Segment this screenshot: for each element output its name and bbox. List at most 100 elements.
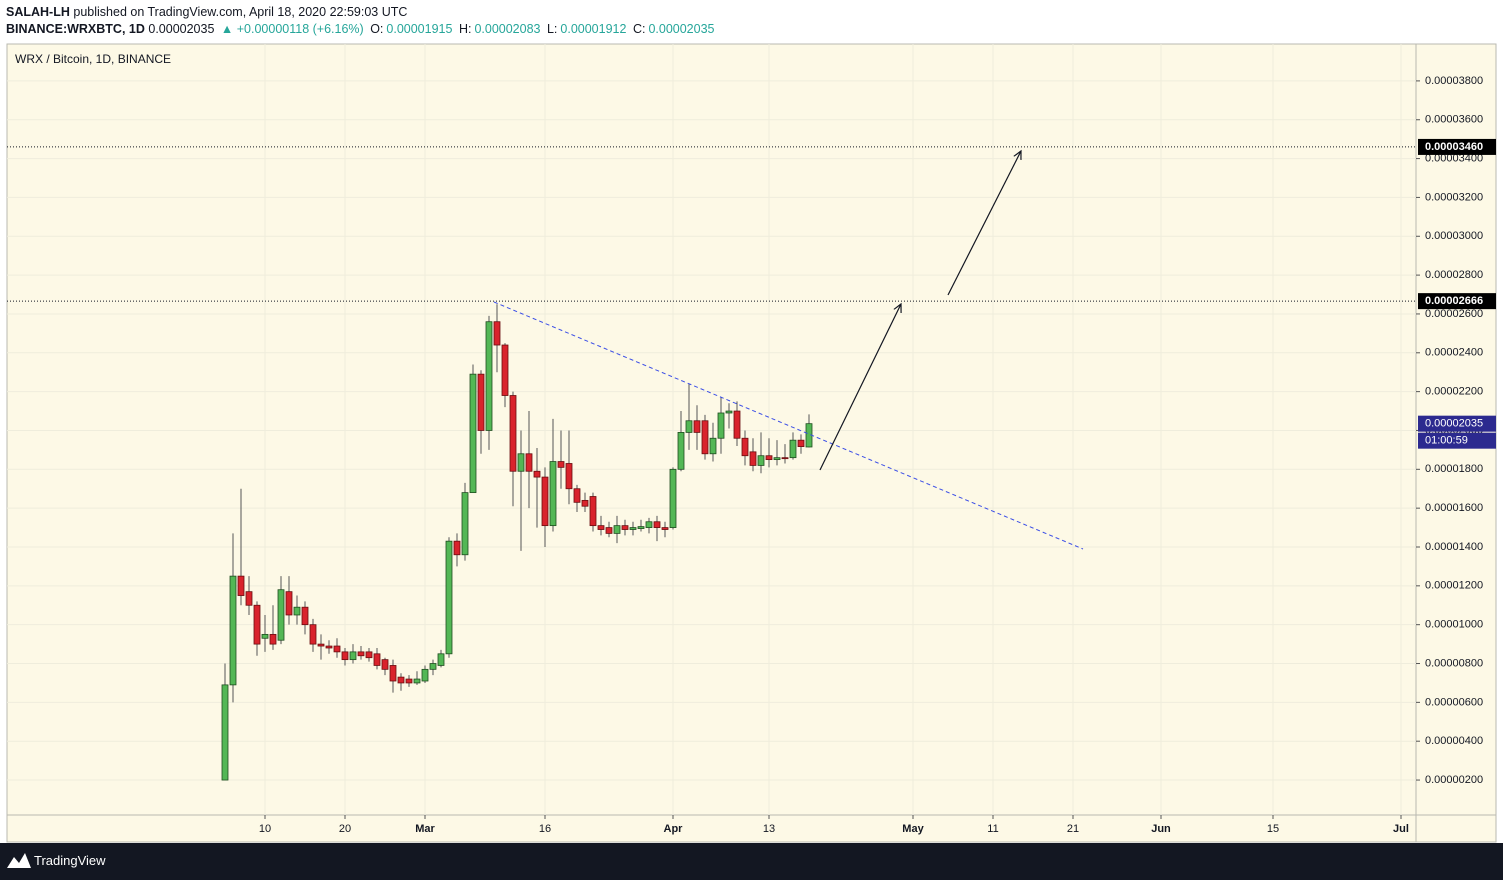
candle-body: [309, 624, 317, 645]
header: SALAH-LH published on TradingView.com, A…: [6, 4, 717, 38]
candle-body: [221, 684, 229, 781]
ohlc-value: 0.00002083: [474, 22, 541, 36]
symbol-line: BINANCE:WRXBTC, 1D 0.00002035 ▲ +0.00000…: [6, 21, 717, 38]
candle-body: [421, 668, 429, 682]
y-tick-label: 0.00003200: [1425, 191, 1483, 203]
candle-body: [261, 633, 269, 639]
candle-body: [469, 373, 477, 494]
level-label: 0.00003460: [1425, 141, 1483, 153]
y-tick-label: 0.00003000: [1425, 230, 1483, 242]
candle-body: [453, 540, 461, 556]
candle-body: [781, 457, 789, 460]
published: published on TradingView.com, April 18, …: [73, 5, 408, 19]
candle-body: [493, 321, 501, 346]
candle-body: [413, 678, 421, 684]
ohlc-label: H:: [458, 22, 472, 36]
candle-body: [253, 604, 261, 645]
candle-body: [717, 412, 725, 439]
candle-body: [429, 663, 437, 670]
candle-body: [581, 499, 589, 507]
chart-title: WRX / Bitcoin, 1D, BINANCE: [15, 52, 171, 66]
ohlc-value: 0.00002035: [648, 22, 715, 36]
x-tick-label: Jun: [1151, 823, 1171, 835]
candle-body: [589, 496, 597, 527]
candle-body: [525, 453, 533, 472]
trend-line: [493, 301, 1084, 550]
candle-body: [333, 645, 341, 653]
candle-body: [605, 527, 613, 534]
y-tick-label: 0.00000600: [1425, 696, 1483, 708]
candle-body: [485, 321, 493, 431]
countdown-box: [1418, 432, 1496, 449]
candle-body: [237, 575, 245, 596]
candle-body: [301, 606, 309, 626]
y-tick-label: 0.00001600: [1425, 502, 1483, 514]
candle-body: [349, 651, 357, 661]
grid: 0.00000200 0.00000400 0.00000600 0.00000800…: [7, 44, 1483, 835]
candle-body: [773, 457, 781, 461]
x-tick-label: 21: [1067, 823, 1079, 835]
symbol: BINANCE:WRXBTC, 1D: [6, 22, 145, 36]
candle-body: [277, 589, 285, 641]
x-tick-label: Mar: [415, 823, 435, 835]
overlays: 0.00003460 0.00002666 0.00002035 01:00:59: [7, 138, 1496, 449]
x-tick-label: Apr: [664, 823, 684, 835]
candle-body: [677, 432, 685, 470]
candle-body: [565, 463, 573, 490]
pane: [6, 43, 1497, 843]
candle-body: [653, 521, 661, 528]
candle-body: [461, 492, 469, 556]
candle-body: [541, 476, 549, 527]
candle-body: [341, 651, 349, 661]
ohlc-value: 0.00001915: [386, 22, 453, 36]
last-price-label: 0.00002035: [1425, 418, 1483, 430]
candle-body: [573, 488, 581, 503]
candle-body: [317, 643, 325, 647]
candle-body: [797, 439, 805, 447]
change: ▲ +0.00000118 (+6.16%): [220, 22, 364, 36]
y-tick-label: 0.00002800: [1425, 269, 1483, 281]
candle-body: [645, 521, 653, 528]
y-tick-label: 0.00000400: [1425, 735, 1483, 747]
arrow: [947, 151, 1021, 296]
ohlc-value: 0.00001912: [560, 22, 627, 36]
x-tick-label: 10: [259, 823, 271, 835]
candle-body: [613, 525, 621, 534]
candle-body: [733, 410, 741, 439]
candle-body: [621, 525, 629, 530]
chart: 0.00000200 0.00000400 0.00000600 0.00000800…: [6, 43, 1497, 843]
candle-body: [597, 525, 605, 530]
y-tick-label: 0.00003600: [1425, 114, 1483, 126]
y-tick-label: 0.00002600: [1425, 308, 1483, 320]
candle-body: [517, 453, 525, 472]
candle-body: [405, 678, 413, 684]
candle-body: [757, 455, 765, 466]
x-tick-label: 15: [1267, 823, 1279, 835]
candle-body: [389, 665, 397, 682]
level-label-box: [1418, 138, 1496, 155]
candle-body: [245, 591, 253, 606]
x-tick-label: 13: [763, 823, 775, 835]
candle-body: [509, 395, 517, 472]
candle-body: [477, 373, 485, 431]
x-tick-label: Jul: [1393, 823, 1409, 835]
candle-body: [373, 653, 381, 666]
candle-body: [709, 437, 717, 455]
brand: TradingView: [34, 853, 106, 868]
x-tick-label: 20: [339, 823, 351, 835]
publish-line: SALAH-LH published on TradingView.com, A…: [6, 4, 717, 21]
level-label: 0.00002666: [1425, 295, 1483, 307]
price: 0.00002035: [148, 22, 215, 36]
candle-body: [397, 676, 405, 684]
candle-body: [789, 439, 797, 459]
countdown: 01:00:59: [1425, 435, 1468, 447]
candle-body: [285, 591, 293, 616]
candle-body: [229, 575, 237, 686]
candle-body: [701, 420, 709, 455]
candle-body: [549, 461, 557, 527]
x-tick-label: May: [902, 823, 924, 835]
candle-body: [557, 461, 565, 468]
y-tick-label: 0.00001800: [1425, 463, 1483, 475]
candle-body: [269, 633, 277, 645]
y-tick-label: 0.00000800: [1425, 657, 1483, 669]
